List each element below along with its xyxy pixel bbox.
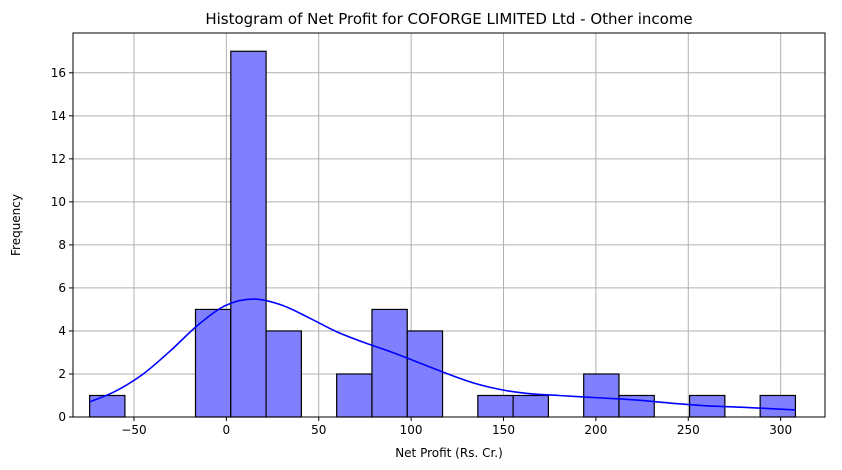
histogram-bar (477, 394, 514, 418)
y-tick-label: 16 (51, 66, 66, 80)
histogram-bar (406, 330, 444, 418)
x-tick-label: 150 (492, 423, 515, 437)
y-tick-label: 6 (58, 281, 66, 295)
histogram-bar (371, 308, 408, 418)
histogram-bar (89, 394, 126, 418)
x-tick-label: 50 (311, 423, 326, 437)
histogram-bar (336, 373, 373, 418)
x-tick-label: 250 (677, 423, 700, 437)
axis-ticks: −50 0 50 100 150 200 250 300 0 2 4 6 8 10 12 14 16 (51, 66, 792, 437)
x-tick-label: 300 (769, 423, 792, 437)
histogram-bar (512, 394, 550, 418)
y-tick-label: 4 (58, 324, 66, 338)
x-tick-label: −50 (121, 423, 146, 437)
kde-curve (89, 298, 796, 411)
x-tick-label: 200 (584, 423, 607, 437)
y-axis-label: Frequency (9, 194, 23, 256)
histogram-bar (194, 308, 232, 418)
histogram-bar (265, 330, 302, 418)
y-tick-label: 12 (51, 152, 66, 166)
y-tick-label: 10 (51, 195, 66, 209)
grid (73, 33, 825, 418)
x-axis-label: Net Profit (Rs. Cr.) (395, 446, 503, 460)
y-tick-label: 0 (58, 410, 66, 424)
y-tick-label: 14 (51, 109, 66, 123)
histogram-bar (583, 373, 620, 418)
x-tick-label: 0 (223, 423, 231, 437)
histogram-bars (89, 50, 797, 418)
y-tick-label: 8 (58, 238, 66, 252)
x-tick-label: 100 (400, 423, 423, 437)
y-tick-label: 2 (58, 367, 66, 381)
histogram-bar (759, 394, 797, 418)
plot-frame (72, 32, 826, 418)
chart-title: Histogram of Net Profit for COFORGE LIMI… (205, 10, 692, 28)
histogram-bar (230, 50, 267, 418)
